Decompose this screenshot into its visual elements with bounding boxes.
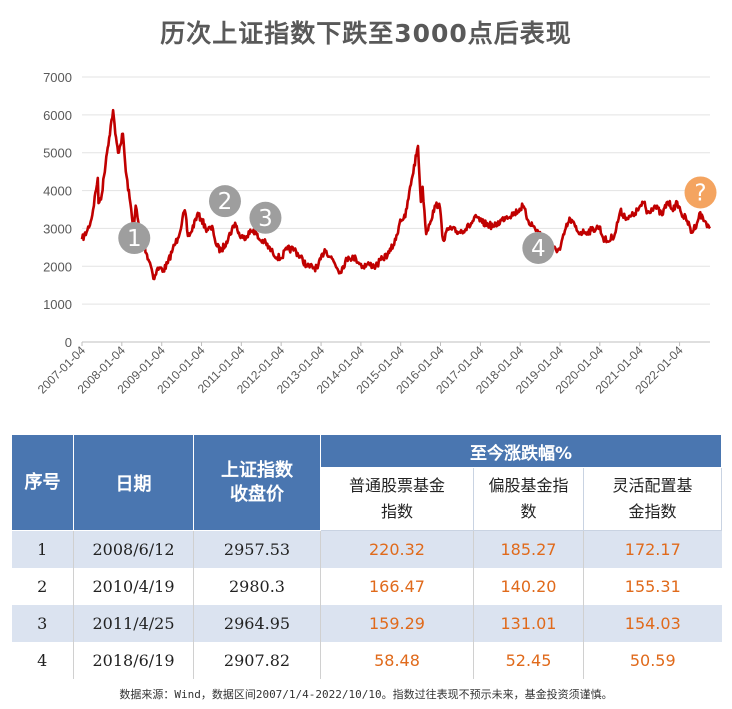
x-axis-ticks: 2007-01-042008-01-042009-01-042010-01-04… <box>35 342 686 397</box>
cell-date: 2011/4/25 <box>73 605 194 642</box>
marker-label: 4 <box>531 236 546 262</box>
y-tick-label: 2000 <box>43 259 72 274</box>
cell-c3: 172.17 <box>582 530 722 568</box>
cell-c3: 155.31 <box>582 568 722 605</box>
marker-label: ? <box>694 180 706 206</box>
sub-header-2: 偏股基金指数 <box>473 467 584 531</box>
header-close: 上证指数收盘价 <box>193 434 321 531</box>
cell-c1: 58.48 <box>320 642 474 679</box>
cell-c2: 52.45 <box>473 642 584 679</box>
marker-3 <box>249 201 282 234</box>
performance-table: 序号 日期 上证指数收盘价 至今涨跌幅% 普通股票基金指数 偏股基金指数 灵活配… <box>11 434 723 679</box>
cell-c2: 140.20 <box>473 568 584 605</box>
question-marker <box>684 176 717 209</box>
cell-date: 2008/6/12 <box>73 530 194 568</box>
y-tick-label: 1000 <box>43 297 72 312</box>
cell-c1: 159.29 <box>320 605 474 642</box>
cell-c1: 166.47 <box>320 568 474 605</box>
y-tick-label: 7000 <box>43 70 72 85</box>
series-line <box>80 108 712 281</box>
y-tick-label: 4000 <box>43 184 72 199</box>
sub-header-1: 普通股票基金指数 <box>320 467 474 531</box>
table-row: 1 2008/6/12 2957.53 220.32 185.27 172.17 <box>11 530 722 568</box>
marker-4 <box>522 231 555 264</box>
marker-2 <box>208 185 241 218</box>
grid-lines <box>82 76 710 343</box>
header-date: 日期 <box>73 434 194 531</box>
cell-close: 2964.95 <box>193 605 321 642</box>
header-group: 至今涨跌幅% <box>319 434 723 468</box>
cell-c1: 220.32 <box>320 530 474 568</box>
sub-header-3: 灵活配置基金指数 <box>582 467 723 531</box>
marker-label: 1 <box>127 226 142 252</box>
table-row: 3 2011/4/25 2964.95 159.29 131.01 154.03 <box>11 605 722 642</box>
cell-c2: 185.27 <box>473 530 584 568</box>
cell-seq: 1 <box>11 530 74 568</box>
cell-seq: 4 <box>37 651 48 670</box>
cell-close: 2907.82 <box>193 642 321 679</box>
y-tick-label: 6000 <box>43 108 72 123</box>
header-seq: 序号 <box>11 434 74 531</box>
y-axis-ticks: 0 1000 2000 3000 4000 5000 6000 7000 <box>43 70 72 350</box>
cell-seq: 2 <box>37 577 48 596</box>
marker-label: 2 <box>218 189 233 215</box>
cell-c3: 154.03 <box>582 605 722 642</box>
cell-c2: 131.01 <box>473 605 584 642</box>
cell-date: 2010/4/19 <box>73 568 194 605</box>
cell-close: 2980.3 <box>193 568 321 605</box>
y-tick-label: 5000 <box>43 146 72 161</box>
annotations: 1 23 4? <box>118 176 717 264</box>
marker-1 <box>118 222 151 255</box>
cell-seq: 3 <box>11 605 74 642</box>
table-row: 2 2010/4/19 2980.3 166.47 140.20 155.31 <box>12 568 722 605</box>
cell-close: 2957.53 <box>193 530 321 568</box>
footnote: 数据来源：Wind，数据区间2007/1/4-2022/10/10。指数过往表现… <box>119 688 613 701</box>
table-row: 4 2018/6/19 2907.82 58.48 52.45 50.59 <box>12 642 722 679</box>
chart-title: 历次上证指数下跌至3000点后表现 <box>160 19 572 48</box>
cell-date: 2018/6/19 <box>73 642 194 679</box>
cell-c3: 50.59 <box>582 642 722 679</box>
y-tick-label: 0 <box>65 335 72 350</box>
y-tick-label: 3000 <box>43 221 72 236</box>
line-chart: 0 1000 2000 3000 4000 5000 6000 7000 2007-01-04… <box>35 70 717 397</box>
marker-label: 3 <box>258 206 273 232</box>
